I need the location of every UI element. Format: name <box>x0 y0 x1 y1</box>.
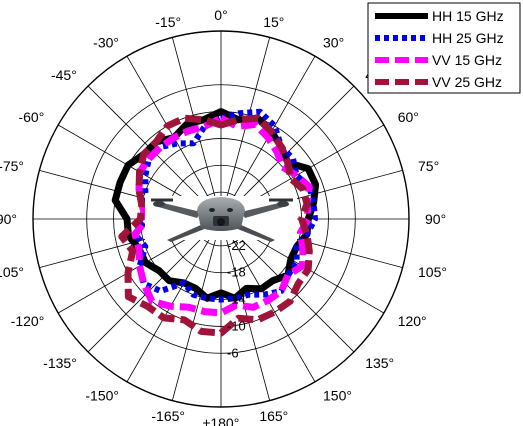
grid-ring <box>86 84 356 354</box>
grid-spoke <box>220 218 271 401</box>
angle-tick-label: -90° <box>0 211 17 227</box>
angle-tick-label: 135° <box>365 355 394 371</box>
drone-arm-left <box>155 202 201 218</box>
angle-tick-label: 0° <box>214 7 227 23</box>
radial-tick-label: -14 <box>227 292 246 307</box>
angle-tick-label: 105° <box>418 264 447 280</box>
legend: HH 15 GHz HH 25 GHz VV 15 GHz VV 25 GHz <box>367 2 521 94</box>
angle-tick-label: 15° <box>263 14 284 30</box>
drone-arm-right-front <box>235 224 275 242</box>
drone-body <box>197 197 245 231</box>
angle-tick-label: -150° <box>85 388 119 404</box>
series-layer <box>111 108 320 337</box>
drone-sensor-left <box>209 208 215 212</box>
radial-tick-label: -22 <box>227 238 246 253</box>
angle-tick-label: 30° <box>323 34 344 50</box>
drone-arm-right <box>241 202 287 218</box>
legend-label-vv25: VV 25 GHz <box>432 74 502 90</box>
angle-tick-label: ±180° <box>203 415 240 426</box>
angle-tick-label: -120° <box>11 313 45 329</box>
angle-tick-label: -45° <box>51 67 77 83</box>
angle-tick-label: 75° <box>418 158 439 174</box>
drone-camera-lens <box>217 218 225 226</box>
angle-tick-label: 90° <box>425 211 446 227</box>
angle-tick-label: 60° <box>398 109 419 125</box>
angle-tick-label: -60° <box>18 109 44 125</box>
drone-arm-left-front <box>167 224 207 242</box>
radial-tick-label: -10 <box>227 318 246 333</box>
radial-tick-label: -18 <box>227 265 246 280</box>
series-line-hh-25-ghz <box>132 108 318 303</box>
radial-tick-label: -6 <box>227 345 239 360</box>
angle-tick-label: -30° <box>93 34 119 50</box>
angle-tick-label: -15° <box>155 14 181 30</box>
radial-tick-labels: -22 -18 -14 -10 -6 <box>227 238 246 360</box>
legend-label-hh15: HH 15 GHz <box>432 8 504 24</box>
grid-spoke <box>87 218 222 353</box>
drone-motor-right <box>277 201 289 207</box>
legend-label-hh25: HH 25 GHz <box>432 30 504 46</box>
series-line-vv-25-ghz <box>118 114 313 337</box>
angle-tick-label: -165° <box>151 408 185 424</box>
polar-outer-ring <box>32 30 410 408</box>
drone-motor-left <box>153 201 165 207</box>
angle-tick-label: 120° <box>398 313 427 329</box>
legend-label-vv15: VV 15 GHz <box>432 52 502 68</box>
angle-tick-label: -75° <box>0 158 24 174</box>
grid-spoke <box>171 218 222 401</box>
drone-image <box>145 196 297 242</box>
drone-sensor-right <box>227 208 233 212</box>
grid-spoke <box>220 218 355 353</box>
angle-tick-label: 165° <box>259 408 288 424</box>
angle-tick-label: -105° <box>0 264 24 280</box>
grid-spoke <box>126 218 222 383</box>
angle-tick-label: -135° <box>43 355 77 371</box>
angle-tick-labels: 0°15°30°45°60°75°90°105°120°135°150°165°… <box>0 7 447 426</box>
series-line-hh-15-ghz <box>111 108 320 302</box>
angle-tick-label: 150° <box>323 388 352 404</box>
